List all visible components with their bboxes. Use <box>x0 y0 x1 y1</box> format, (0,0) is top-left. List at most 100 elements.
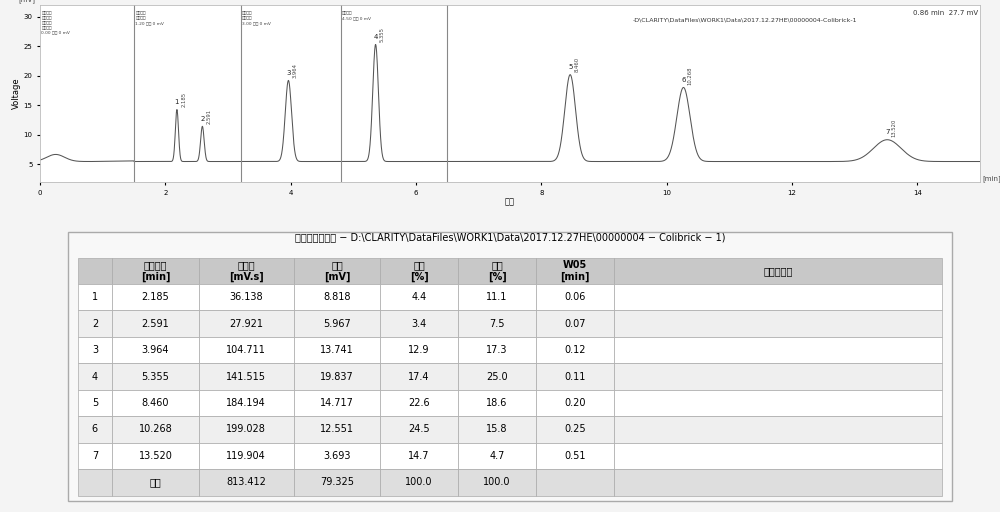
Text: 12.9: 12.9 <box>408 345 430 355</box>
Bar <box>614 284 942 310</box>
Text: 13.741: 13.741 <box>320 345 354 355</box>
Text: 4.7: 4.7 <box>489 451 505 461</box>
Text: 184.194: 184.194 <box>226 398 266 408</box>
Bar <box>78 258 112 284</box>
Bar <box>294 337 380 364</box>
Text: 5.355: 5.355 <box>380 27 385 42</box>
Text: 14.717: 14.717 <box>320 398 354 408</box>
X-axis label: 时间: 时间 <box>505 197 515 206</box>
Bar <box>112 364 199 390</box>
Text: 5: 5 <box>92 398 98 408</box>
Text: 1: 1 <box>92 292 98 302</box>
Bar <box>112 337 199 364</box>
Text: 22.6: 22.6 <box>408 398 430 408</box>
Text: 公司名称
公司地址
1.20 分钟 0 mV: 公司名称 公司地址 1.20 分钟 0 mV <box>135 11 164 25</box>
Text: 2.591: 2.591 <box>142 318 169 329</box>
Bar <box>294 364 380 390</box>
Bar <box>614 337 942 364</box>
Bar <box>458 310 536 337</box>
Bar <box>536 469 614 496</box>
Bar <box>294 469 380 496</box>
Text: 0.51: 0.51 <box>564 451 586 461</box>
Text: 17.4: 17.4 <box>408 372 430 381</box>
Text: 0.86 min  27.7 mV: 0.86 min 27.7 mV <box>913 10 978 16</box>
Bar <box>112 416 199 443</box>
Text: 15.8: 15.8 <box>486 424 508 435</box>
Bar <box>380 416 458 443</box>
Text: 141.515: 141.515 <box>226 372 266 381</box>
Text: 5.967: 5.967 <box>323 318 351 329</box>
Text: 8.818: 8.818 <box>323 292 351 302</box>
Bar <box>614 364 942 390</box>
Bar <box>294 258 380 284</box>
Bar <box>380 364 458 390</box>
Bar <box>614 310 942 337</box>
Text: 8.460: 8.460 <box>142 398 169 408</box>
Text: 10.268: 10.268 <box>688 67 693 85</box>
Bar <box>380 469 458 496</box>
Text: 3.964: 3.964 <box>293 63 298 78</box>
Text: -D\CLARITY\DataFiles\WORK1\Data\2017.12.27HE\00000004-Colibrick-1: -D\CLARITY\DataFiles\WORK1\Data\2017.12.… <box>632 17 857 23</box>
Bar <box>199 443 294 469</box>
Bar <box>112 390 199 416</box>
Bar <box>536 443 614 469</box>
Text: 1: 1 <box>175 99 179 105</box>
Text: 保留时间
[min]: 保留时间 [min] <box>141 260 170 282</box>
Text: 峰高
[mV]: 峰高 [mV] <box>324 260 350 282</box>
Text: 2: 2 <box>200 116 205 121</box>
Text: 面积
[%]: 面积 [%] <box>410 260 429 282</box>
Text: 24.5: 24.5 <box>408 424 430 435</box>
Bar <box>380 337 458 364</box>
Bar <box>78 469 112 496</box>
Bar <box>78 337 112 364</box>
Bar <box>536 337 614 364</box>
Bar <box>536 310 614 337</box>
Text: 100.0: 100.0 <box>483 477 511 487</box>
Bar <box>112 258 199 284</box>
Text: 2.185: 2.185 <box>181 92 186 107</box>
Bar <box>380 284 458 310</box>
Bar <box>199 284 294 310</box>
Text: 2.185: 2.185 <box>142 292 169 302</box>
Text: 5.355: 5.355 <box>141 372 169 381</box>
Bar <box>78 443 112 469</box>
Text: 14.7: 14.7 <box>408 451 430 461</box>
Bar <box>199 364 294 390</box>
Text: [min]: [min] <box>983 176 1000 182</box>
Bar <box>458 337 536 364</box>
Text: 峰高
[%]: 峰高 [%] <box>488 260 506 282</box>
Text: 25.0: 25.0 <box>486 372 508 381</box>
Bar <box>614 416 942 443</box>
Bar <box>294 443 380 469</box>
Text: 0.25: 0.25 <box>564 424 586 435</box>
Bar <box>112 443 199 469</box>
Bar <box>458 284 536 310</box>
Bar <box>78 416 112 443</box>
Text: 3: 3 <box>286 70 291 76</box>
Bar <box>614 258 942 284</box>
Bar <box>199 469 294 496</box>
Text: 8.460: 8.460 <box>575 57 580 72</box>
Bar <box>199 416 294 443</box>
Bar <box>294 284 380 310</box>
Bar <box>458 390 536 416</box>
Text: 结果表（不计算 − D:\CLARITY\DataFiles\WORK1\Data\2017.12.27HE\00000004 − Colibrick − 1): 结果表（不计算 − D:\CLARITY\DataFiles\WORK1\Dat… <box>295 232 725 242</box>
Bar <box>458 469 536 496</box>
Bar <box>199 337 294 364</box>
Bar <box>536 258 614 284</box>
Bar <box>78 284 112 310</box>
Text: 公司名称
公司地址
联系方式
报告编号
0.00 分钟 0 mV: 公司名称 公司地址 联系方式 报告编号 0.00 分钟 0 mV <box>41 11 70 35</box>
Text: 17.3: 17.3 <box>486 345 508 355</box>
Text: 199.028: 199.028 <box>226 424 266 435</box>
Text: 13.520: 13.520 <box>892 119 897 137</box>
Bar <box>199 258 294 284</box>
Bar <box>294 390 380 416</box>
Bar <box>380 443 458 469</box>
FancyBboxPatch shape <box>68 232 952 501</box>
Text: 2.591: 2.591 <box>207 109 212 124</box>
Bar <box>112 310 199 337</box>
Bar <box>536 284 614 310</box>
Text: 813.412: 813.412 <box>226 477 266 487</box>
Text: 公司名称
公司地址
3.00 分钟 0 mV: 公司名称 公司地址 3.00 分钟 0 mV <box>242 11 271 25</box>
Bar <box>458 258 536 284</box>
